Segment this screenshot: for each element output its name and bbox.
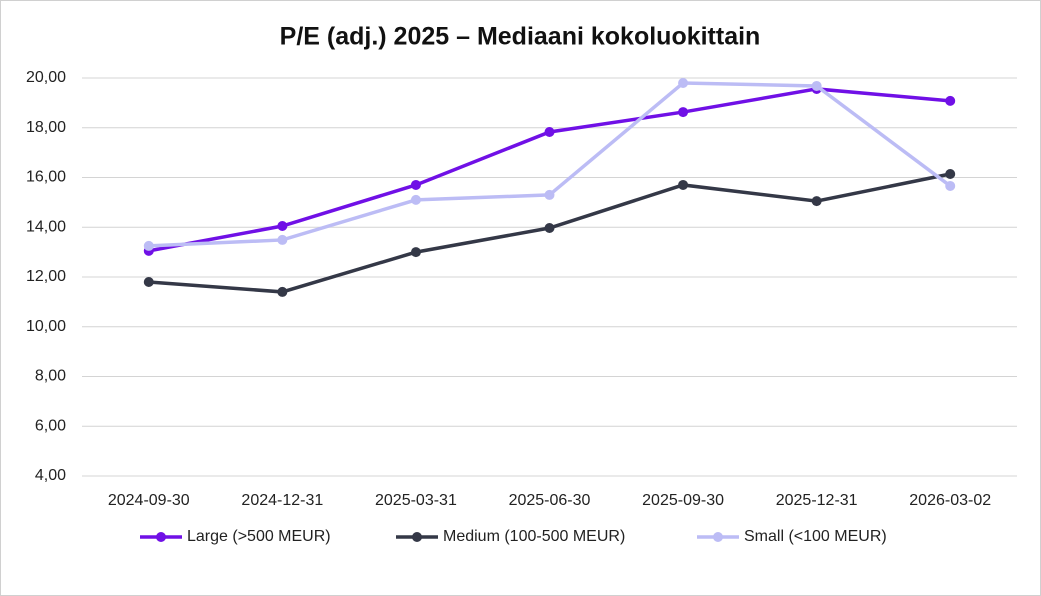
x-tick-label: 2025-03-31 — [375, 492, 457, 509]
data-point — [544, 189, 555, 200]
data-point — [410, 194, 421, 205]
data-point — [678, 77, 689, 88]
data-point — [143, 240, 154, 251]
x-tick-label: 2024-12-31 — [241, 492, 323, 509]
y-tick-label: 8,00 — [35, 368, 66, 385]
y-tick-label: 14,00 — [26, 218, 66, 235]
y-tick-label: 10,00 — [26, 318, 66, 335]
data-point — [544, 222, 555, 233]
data-point — [277, 221, 288, 232]
legend-label: Large (>500 MEUR) — [187, 528, 331, 545]
y-tick-label: 20,00 — [26, 69, 66, 86]
data-point — [811, 80, 822, 91]
data-point — [410, 179, 421, 190]
y-tick-label: 6,00 — [35, 417, 66, 434]
data-point — [143, 276, 154, 287]
x-tick-label: 2024-09-30 — [108, 492, 190, 509]
data-point — [277, 286, 288, 297]
data-point — [544, 126, 555, 137]
data-point — [678, 179, 689, 190]
data-point — [945, 180, 956, 191]
chart-title: P/E (adj.) 2025 – Mediaani kokoluokittai… — [280, 23, 761, 51]
y-tick-label: 4,00 — [35, 467, 66, 484]
legend-marker — [412, 532, 422, 542]
legend-label: Medium (100-500 MEUR) — [443, 528, 625, 545]
data-point — [277, 234, 288, 245]
x-tick-label: 2026-03-02 — [909, 492, 991, 509]
legend-marker — [713, 532, 723, 542]
x-tick-label: 2025-09-30 — [642, 492, 724, 509]
y-tick-label: 12,00 — [26, 268, 66, 285]
data-point — [678, 107, 689, 118]
data-point — [945, 95, 956, 106]
data-point — [811, 196, 822, 207]
x-tick-label: 2025-06-30 — [509, 492, 591, 509]
legend-marker — [156, 532, 166, 542]
data-point — [410, 247, 421, 258]
legend-label: Small (<100 MEUR) — [744, 528, 887, 545]
y-tick-label: 16,00 — [26, 169, 66, 186]
data-point — [945, 169, 956, 180]
x-tick-label: 2025-12-31 — [776, 492, 858, 509]
y-tick-label: 18,00 — [26, 119, 66, 136]
